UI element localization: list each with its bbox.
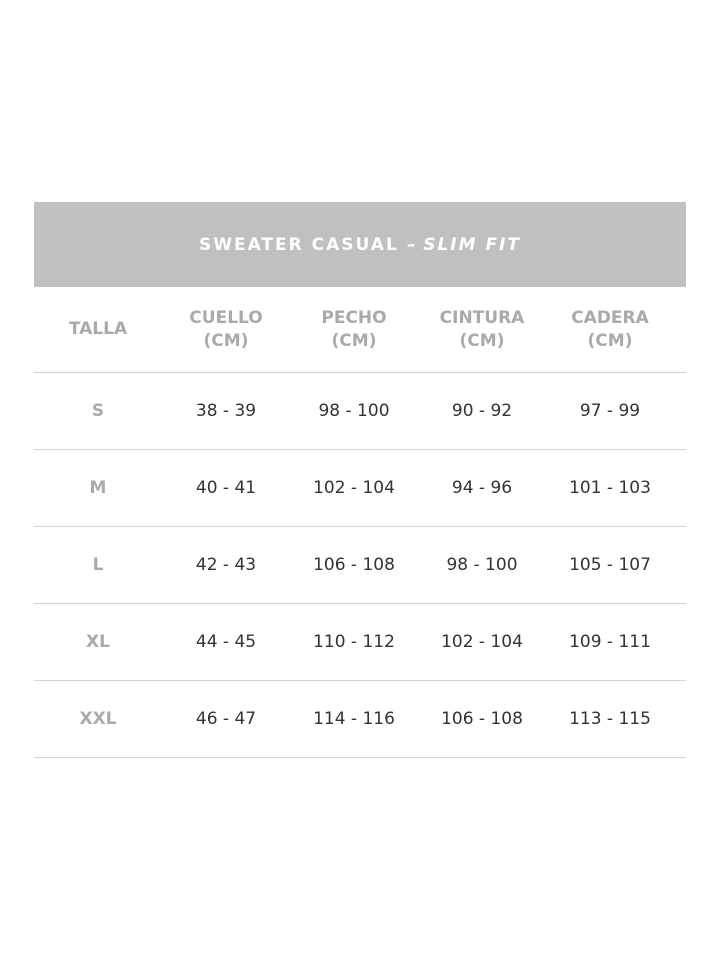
measurement-cell: 110 - 112 bbox=[313, 632, 395, 652]
size-chart: SWEATER CASUAL – SLIM FIT TALLA CUELLO (… bbox=[34, 202, 686, 758]
measurement-cell: 38 - 39 bbox=[195, 401, 257, 421]
measurement-cell: 102 - 104 bbox=[441, 632, 523, 652]
measurement-cell: 109 - 111 bbox=[569, 632, 651, 652]
chart-title: SWEATER CASUAL – SLIM FIT bbox=[34, 202, 686, 287]
measurement-cell: 114 - 116 bbox=[313, 709, 395, 729]
measurement-cell: 94 - 96 bbox=[451, 478, 513, 498]
measurement-cell: 44 - 45 bbox=[195, 632, 257, 652]
measurement-cell: 101 - 103 bbox=[569, 478, 651, 498]
measurement-cell: 106 - 108 bbox=[313, 555, 395, 575]
measurement-cell: 90 - 92 bbox=[451, 401, 513, 421]
measurement-cell: 40 - 41 bbox=[195, 478, 257, 498]
measurement-cell: 102 - 104 bbox=[313, 478, 395, 498]
header-cadera: CADERA (CM) bbox=[571, 307, 649, 351]
header-row: TALLA CUELLO (CM) PECHO (CM) CINTURA (CM… bbox=[34, 287, 686, 373]
measurement-cell: 105 - 107 bbox=[569, 555, 651, 575]
size-label: S bbox=[91, 401, 105, 421]
measurement-cell: 98 - 100 bbox=[318, 401, 390, 421]
table-row: S 38 - 39 98 - 100 90 - 92 97 - 99 bbox=[34, 373, 686, 450]
size-label: XXL bbox=[79, 709, 117, 729]
measurement-cell: 97 - 99 bbox=[579, 401, 641, 421]
header-cuello: CUELLO (CM) bbox=[189, 307, 263, 351]
measurement-cell: 42 - 43 bbox=[195, 555, 257, 575]
measurement-cell: 98 - 100 bbox=[446, 555, 518, 575]
size-label: M bbox=[89, 478, 107, 498]
table-row: XXL 46 - 47 114 - 116 106 - 108 113 - 115 bbox=[34, 681, 686, 758]
measurement-cell: 106 - 108 bbox=[441, 709, 523, 729]
measurement-cell: 46 - 47 bbox=[195, 709, 257, 729]
size-label: L bbox=[92, 555, 104, 575]
title-main: SWEATER CASUAL – bbox=[198, 234, 418, 255]
title-fit: SLIM FIT bbox=[423, 234, 521, 255]
size-label: XL bbox=[86, 632, 110, 652]
header-pecho: PECHO (CM) bbox=[321, 307, 387, 351]
measurement-cell: 113 - 115 bbox=[569, 709, 651, 729]
table-row: M 40 - 41 102 - 104 94 - 96 101 - 103 bbox=[34, 450, 686, 527]
table-row: XL 44 - 45 110 - 112 102 - 104 109 - 111 bbox=[34, 604, 686, 681]
header-talla: TALLA bbox=[68, 319, 128, 339]
table-row: L 42 - 43 106 - 108 98 - 100 105 - 107 bbox=[34, 527, 686, 604]
header-cintura: CINTURA (CM) bbox=[439, 307, 525, 351]
